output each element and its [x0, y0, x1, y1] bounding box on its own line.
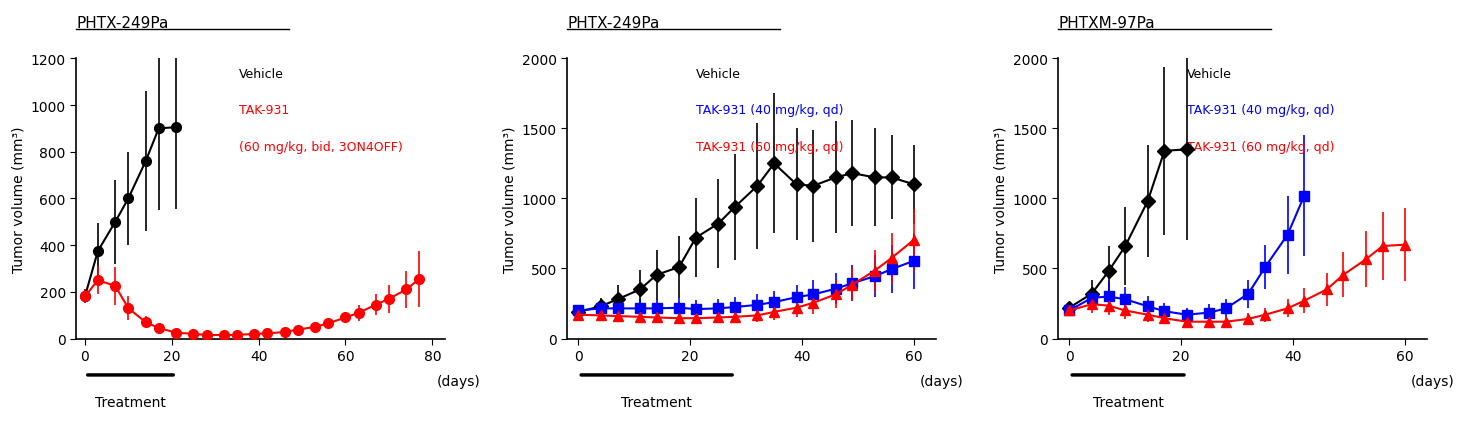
Text: PHTXM-97Pa: PHTXM-97Pa	[1058, 16, 1155, 31]
Text: TAK-931: TAK-931	[239, 104, 289, 117]
Text: Treatment: Treatment	[621, 395, 692, 408]
Text: (days): (days)	[437, 374, 480, 388]
Text: (days): (days)	[1411, 374, 1454, 388]
Text: TAK-931 (40 mg/kg, qd): TAK-931 (40 mg/kg, qd)	[1187, 104, 1335, 117]
Y-axis label: Tumor volume (mm³): Tumor volume (mm³)	[12, 126, 25, 272]
Y-axis label: Tumor volume (mm³): Tumor volume (mm³)	[502, 126, 516, 272]
Text: TAK-931 (40 mg/kg, qd): TAK-931 (40 mg/kg, qd)	[697, 104, 844, 117]
Text: PHTX-249Pa: PHTX-249Pa	[568, 16, 660, 31]
Text: Vehicle: Vehicle	[1187, 68, 1232, 80]
Text: TAK-931 (60 mg/kg, qd): TAK-931 (60 mg/kg, qd)	[697, 140, 844, 153]
Text: TAK-931 (60 mg/kg, qd): TAK-931 (60 mg/kg, qd)	[1187, 140, 1335, 153]
Text: Treatment: Treatment	[1093, 395, 1163, 408]
Text: PHTX-249Pa: PHTX-249Pa	[76, 16, 169, 31]
Text: Vehicle: Vehicle	[697, 68, 741, 80]
Text: Vehicle: Vehicle	[239, 68, 283, 80]
Text: (60 mg/kg, bid, 3ON4OFF): (60 mg/kg, bid, 3ON4OFF)	[239, 140, 402, 153]
Text: (days): (days)	[920, 374, 964, 388]
Text: Treatment: Treatment	[95, 395, 166, 408]
Y-axis label: Tumor volume (mm³): Tumor volume (mm³)	[993, 126, 1006, 272]
